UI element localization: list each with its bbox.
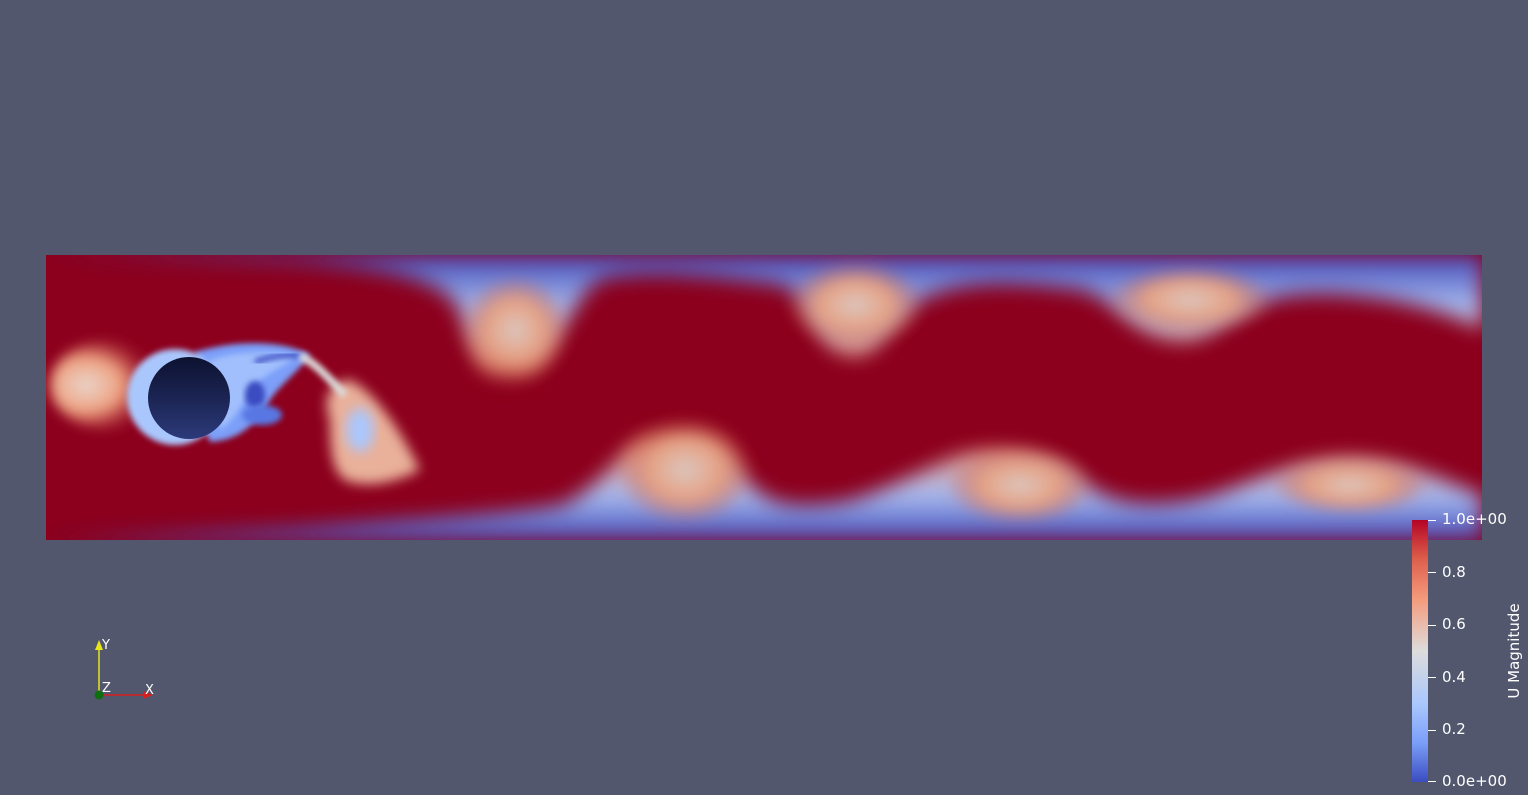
colorbar-tick [1428, 781, 1436, 782]
z-axis-dot-icon [94, 690, 104, 700]
colorbar-tick [1428, 520, 1436, 521]
z-axis-label: Z [102, 681, 111, 696]
colorbar-tick [1428, 730, 1436, 731]
colorbar-tick [1428, 625, 1436, 626]
colorbar-tick-label: 1.0e+00 [1442, 510, 1507, 528]
colorbar-tick-label: 0.4 [1442, 668, 1466, 686]
colorbar-tick-label: 0.0e+00 [1442, 772, 1507, 790]
orientation-axes: Y Z X [85, 632, 175, 712]
x-axis-arrow-icon [143, 691, 153, 699]
y-axis-label: Y [102, 638, 110, 653]
x-axis-label: X [145, 683, 154, 698]
colorbar-tick [1428, 677, 1436, 678]
cylinder-obstacle [148, 357, 230, 439]
colorbar-tick-label: 0.8 [1442, 563, 1466, 581]
colorbar-title: U Magnitude [1505, 603, 1523, 699]
colorbar-gradient [1412, 520, 1428, 782]
colorbar-tick-label: 0.6 [1442, 615, 1466, 633]
colorbar-tick-label: 0.2 [1442, 720, 1466, 738]
y-axis-arrow-icon [95, 640, 103, 650]
colorbar-tick [1428, 572, 1436, 573]
